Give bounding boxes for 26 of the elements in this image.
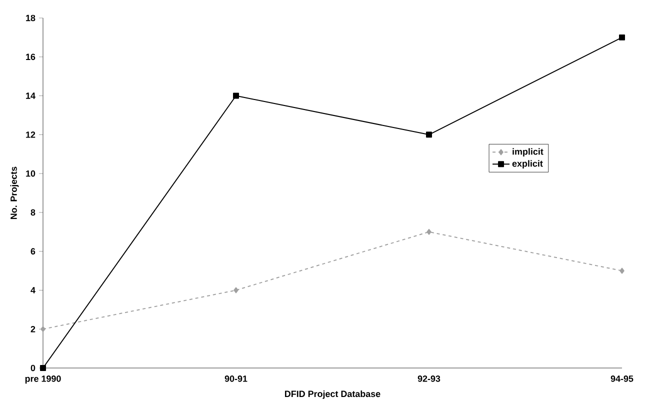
y-tick-label: 4: [30, 287, 36, 294]
point: [619, 34, 625, 40]
y-tick-label: 18: [26, 14, 36, 22]
x-tick-label: pre 1990: [25, 376, 61, 384]
point: [40, 326, 46, 332]
legend-label: implicit: [512, 148, 544, 157]
point: [620, 268, 624, 274]
point: [234, 287, 238, 294]
y-tick-label: 6: [30, 248, 36, 255]
x-tick-label: 94-95: [610, 376, 634, 382]
y-tick-label: 8: [30, 209, 36, 216]
legend-label: explicit: [512, 160, 543, 169]
y-tick-label: 10: [26, 170, 36, 177]
x-axis-title: DFID Project Database: [285, 390, 380, 399]
y-tick-label: 0: [30, 364, 36, 372]
point: [233, 92, 239, 99]
y-tick-label: 14: [26, 92, 36, 99]
x-tick-label: 92-93: [418, 376, 440, 382]
point: [40, 365, 46, 371]
y-axis-title: No. Projects: [10, 166, 19, 219]
x-tick-label: 90-91: [224, 376, 248, 382]
point: [426, 132, 432, 138]
y-tick-label: 16: [26, 54, 36, 60]
point: [426, 228, 432, 235]
y-tick-label: 2: [30, 326, 36, 332]
y-tick-label: 12: [26, 132, 36, 138]
